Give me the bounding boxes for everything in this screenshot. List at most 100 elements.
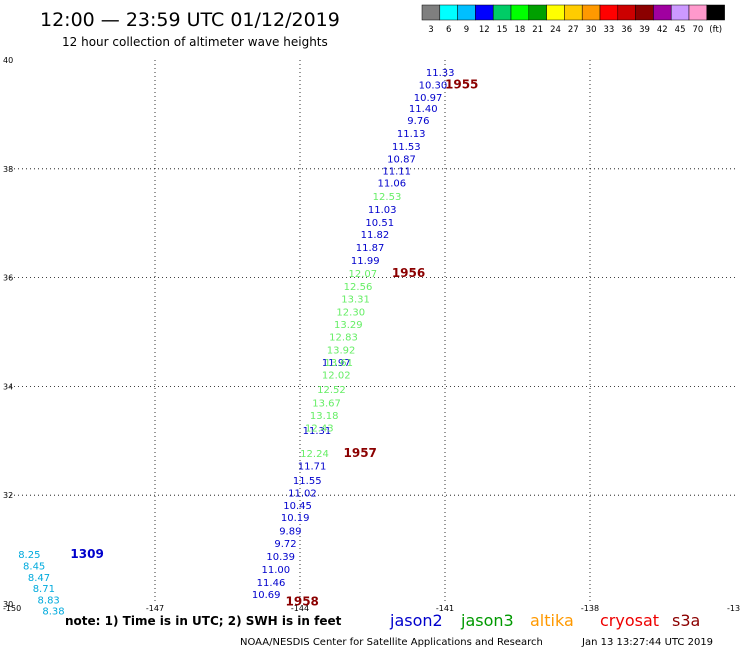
- colorbar-label: (ft): [709, 25, 722, 35]
- time-label: 1956: [392, 266, 425, 280]
- data-point-label: 13.67: [312, 399, 341, 410]
- x-tick-label: -150: [3, 604, 21, 613]
- time-label: 1958: [286, 594, 319, 608]
- data-point-label: 13.29: [334, 320, 363, 331]
- colorbar-swatch: [492, 4, 512, 21]
- legend-s3a: s3a: [672, 611, 700, 630]
- data-point-label: 9.89: [279, 527, 301, 538]
- y-tick-label: 36: [3, 274, 13, 283]
- colorbar-label: 15: [497, 25, 508, 35]
- data-point-label: 9.72: [274, 539, 296, 550]
- data-point-label: 12.02: [322, 370, 351, 381]
- data-point-label: 10.69: [252, 590, 281, 601]
- colorbar-label: 30: [586, 25, 597, 35]
- data-point-label: 11.97: [322, 358, 351, 369]
- x-tick-label: -144: [291, 604, 309, 613]
- data-point-label: 13.61: [324, 358, 353, 369]
- colorbar-label: 45: [675, 25, 686, 35]
- data-point-label: 10.87: [387, 154, 416, 165]
- data-point-label: 11.31: [303, 426, 332, 437]
- y-tick-label: 40: [3, 56, 13, 65]
- data-point-label: 9.76: [407, 116, 429, 127]
- data-point-label: 11.13: [397, 129, 426, 140]
- colorbar-label: 36: [621, 25, 632, 35]
- x-tick-label: -138: [581, 604, 599, 613]
- colorbar-swatch: [475, 4, 494, 21]
- data-point-label: 11.11: [382, 166, 411, 177]
- data-point-label: 13.31: [341, 294, 370, 305]
- colorbar-swatch: [688, 4, 708, 21]
- data-point-label: 12.83: [329, 332, 358, 343]
- data-point-label: 11.99: [351, 256, 380, 267]
- colorbar-swatch: [706, 4, 725, 21]
- colorbar-label: 3: [428, 25, 433, 35]
- x-tick-label: -147: [146, 604, 164, 613]
- data-point-label: 12.53: [373, 192, 402, 203]
- legend-altika: altika: [530, 611, 574, 630]
- y-tick-label: 34: [3, 382, 13, 391]
- time-label: 1955: [445, 77, 478, 91]
- data-point-label: 13.92: [327, 345, 356, 356]
- data-point-label: 12.43: [305, 424, 334, 435]
- colorbar-label: 12: [479, 25, 490, 35]
- data-point-label: 8.71: [33, 584, 55, 595]
- legend-jason2: jason2: [389, 611, 443, 630]
- colorbar-swatch: [528, 4, 547, 21]
- data-point-label: 10.30: [419, 80, 448, 91]
- x-tick-label: -135: [727, 604, 740, 613]
- colorbar-label: 33: [603, 25, 614, 35]
- data-point-label: 8.25: [18, 550, 40, 561]
- x-tick-label: -141: [436, 604, 454, 613]
- data-point-label: 11.40: [409, 104, 438, 115]
- colorbar-label: 21: [532, 25, 543, 35]
- colorbar-swatch: [421, 4, 441, 21]
- y-tick-label: 32: [3, 491, 13, 500]
- colorbar-label: 6: [446, 25, 451, 35]
- time-label: 1309: [70, 547, 103, 561]
- chart-title: 12:00 — 23:59 UTC 01/12/2019: [40, 9, 340, 31]
- data-point-label: 12.30: [336, 307, 365, 318]
- y-tick-label: 38: [3, 165, 13, 174]
- data-point-label: 8.45: [23, 561, 45, 572]
- data-point-label: 11.55: [293, 476, 322, 487]
- data-point-label: 13.18: [310, 411, 339, 422]
- data-point-label: 12.52: [317, 385, 346, 396]
- data-point-label: 10.45: [283, 501, 312, 512]
- colorbar-swatch: [546, 4, 565, 21]
- legend-cryosat: cryosat: [600, 611, 659, 630]
- colorbar-label: 39: [639, 25, 650, 35]
- colorbar-label: 18: [514, 25, 525, 35]
- data-point-label: 11.87: [356, 243, 385, 254]
- data-point-label: 11.00: [262, 565, 291, 576]
- legend-jason3: jason3: [460, 611, 514, 630]
- data-point-label: 10.97: [414, 93, 443, 104]
- data-point-label: 11.71: [298, 461, 327, 472]
- data-point-label: 12.24: [300, 449, 329, 460]
- data-point-label: 12.07: [349, 269, 378, 280]
- colorbar-label: 9: [464, 25, 469, 35]
- footer-note: note: 1) Time is in UTC; 2) SWH is in fe…: [65, 614, 342, 628]
- colorbar-swatch: [510, 4, 530, 21]
- chart-subtitle: 12 hour collection of altimeter wave hei…: [62, 35, 328, 49]
- data-point-label: 8.38: [42, 607, 64, 618]
- data-point-label: 12.56: [344, 282, 373, 293]
- data-point-label: 11.53: [392, 142, 421, 153]
- data-point-label: 10.51: [365, 218, 394, 229]
- y-tick-label: 30: [3, 600, 13, 609]
- data-point-label: 11.03: [368, 205, 397, 216]
- colorbar-label: 42: [657, 25, 668, 35]
- footer-timestamp: Jan 13 13:27:44 UTC 2019: [581, 637, 713, 648]
- colorbar-swatch: [635, 4, 654, 21]
- data-point-label: 11.46: [257, 578, 286, 589]
- data-point-label: 10.19: [281, 513, 310, 524]
- colorbar-label: 70: [692, 25, 703, 35]
- colorbar-swatch: [599, 4, 619, 21]
- colorbar-swatch: [581, 4, 601, 21]
- data-point-label: 11.82: [361, 230, 390, 241]
- colorbar-swatch: [617, 4, 636, 21]
- data-point-label: 8.83: [38, 596, 60, 607]
- data-point-label: 11.02: [288, 488, 317, 499]
- time-label: 1957: [344, 446, 377, 460]
